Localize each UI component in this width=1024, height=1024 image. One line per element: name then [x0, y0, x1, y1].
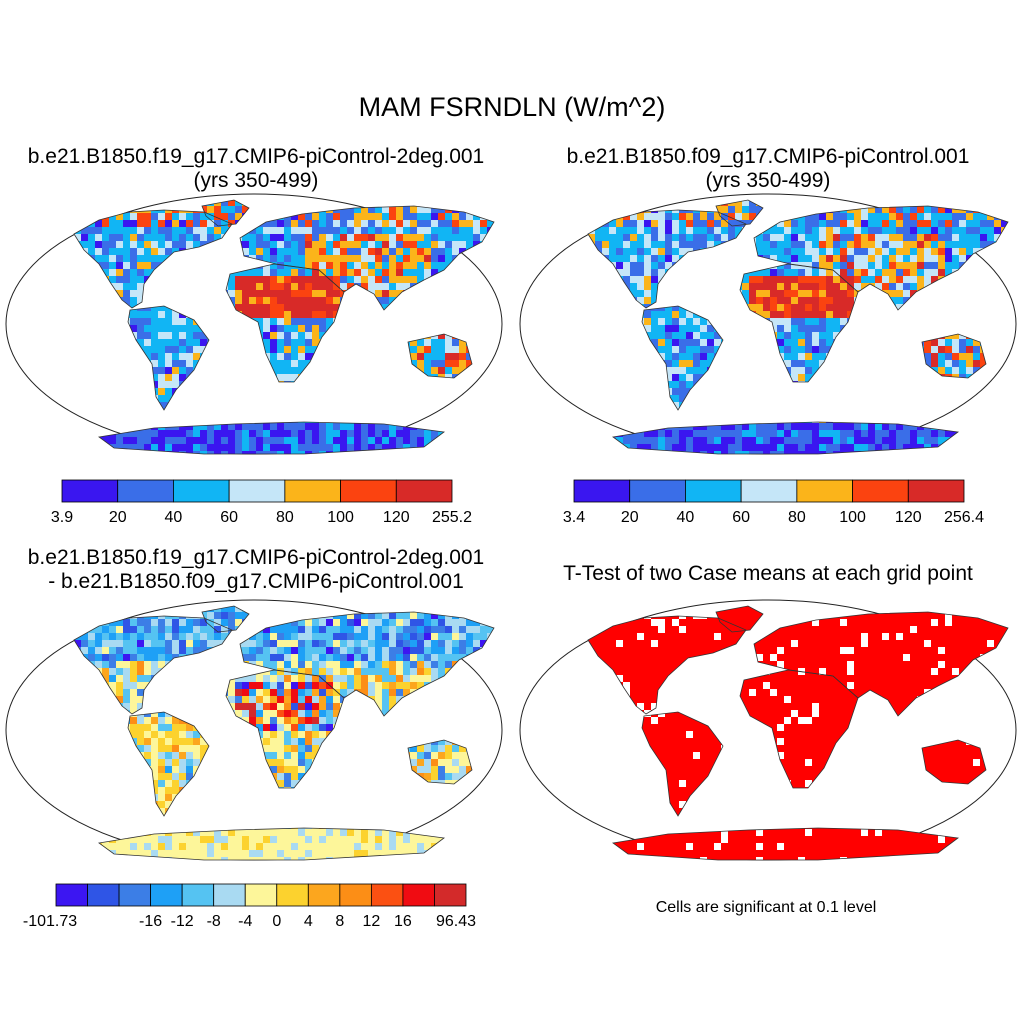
panel1-title: b.e21.B1850.f19_g17.CMIP6-piControl-2deg…: [4, 145, 508, 193]
colorbar-tick-label: -16: [139, 913, 162, 930]
colorbar-swatch: [307, 883, 341, 907]
colorbar-swatch: [228, 479, 286, 503]
colorbar-tick-label: 3.9: [51, 509, 73, 526]
colorbar-swatch: [434, 883, 467, 907]
colorbar-swatch: [796, 479, 853, 503]
colorbar-tick-label: 16: [394, 913, 412, 930]
colorbar-swatch: [284, 479, 341, 503]
colorbar-swatch: [173, 479, 230, 503]
colorbar-swatch: [402, 883, 435, 907]
colorbar-tick-label: 20: [621, 509, 639, 526]
figure-title: MAM FSRNDLN (W/m^2): [358, 92, 666, 122]
colorbar-swatch: [370, 883, 404, 907]
colorbar-tick-label: -4: [238, 913, 252, 930]
colorbar-swatch: [61, 479, 119, 503]
colorbar-tick-label: -12: [171, 913, 194, 930]
colorbar-tick-label: 40: [677, 509, 695, 526]
colorbar-swatch: [339, 883, 372, 907]
colorbar-tick-label: 96.43: [436, 913, 476, 930]
panel3-map: [5, 599, 503, 861]
colorbar-swatch: [740, 479, 798, 503]
panel1-colorbar: 3.9 20 40 60 80 100 120 255.2: [51, 479, 472, 526]
panel1-title-line2: (yrs 350-499): [193, 169, 319, 192]
colorbar-tick-label: -101.73: [23, 913, 77, 930]
colorbar-tick-label: 256.4: [944, 509, 984, 526]
colorbar-tick-label: 3.4: [563, 509, 585, 526]
colorbar-swatch: [150, 883, 183, 907]
colorbar-swatch: [907, 479, 965, 503]
panel1-title-line1: b.e21.B1850.f19_g17.CMIP6-piControl-2deg…: [27, 145, 485, 168]
colorbar-tick-label: 60: [220, 509, 238, 526]
colorbar-tick-label: 120: [895, 509, 922, 526]
panel2-map: [519, 193, 1017, 455]
panel2-colorbar: 3.4 20 40 60 80 100 120 256.4: [563, 479, 984, 526]
colorbar-swatch: [340, 479, 397, 503]
colorbar-swatch: [117, 479, 174, 503]
panel3-title: b.e21.B1850.f19_g17.CMIP6-piControl-2deg…: [4, 546, 508, 594]
colorbar-tick-label: 0: [272, 913, 281, 930]
panel2-title-line2: (yrs 350-499): [705, 169, 831, 192]
panel2-title: b.e21.B1850.f09_g17.CMIP6-piControl.001 …: [516, 145, 1020, 193]
colorbar-tick-label: 80: [788, 509, 806, 526]
colorbar-swatch: [276, 883, 309, 907]
colorbar-swatch: [55, 883, 88, 907]
panel2-title-line1: b.e21.B1850.f09_g17.CMIP6-piControl.001: [566, 145, 970, 168]
colorbar-tick-label: 60: [732, 509, 750, 526]
panel3-title-line2: - b.e21.B1850.f09_g17.CMIP6-piControl.00…: [48, 570, 464, 593]
colorbar-tick-label: 255.2: [432, 509, 472, 526]
colorbar-tick-label: 8: [335, 913, 344, 930]
colorbar-swatch: [852, 479, 909, 503]
panel1-map: [5, 193, 503, 455]
colorbar-tick-label: 80: [276, 509, 294, 526]
panel4-title: T-Test of two Case means at each grid po…: [563, 562, 973, 585]
panel3-colorbar: -101.73 -16 -12 -8 -4 0 4 8 12 16 96.43: [23, 883, 476, 930]
colorbar-tick-label: 12: [362, 913, 380, 930]
colorbar-swatch: [685, 479, 742, 503]
colorbar-swatch: [244, 883, 278, 907]
colorbar-swatch: [395, 479, 453, 503]
colorbar-tick-label: 20: [109, 509, 127, 526]
colorbar-tick-label: -8: [207, 913, 221, 930]
colorbar-tick-label: 100: [839, 509, 866, 526]
significance-note: Cells are significant at 0.1 level: [655, 899, 877, 916]
panel4-map: [519, 599, 1017, 861]
colorbar-swatch: [181, 883, 215, 907]
colorbar-swatch: [118, 883, 152, 907]
colorbar-tick-label: 120: [383, 509, 410, 526]
colorbar-swatch: [629, 479, 686, 503]
colorbar-swatch: [573, 479, 631, 503]
colorbar-swatch: [87, 883, 120, 907]
panel3-title-line1: b.e21.B1850.f19_g17.CMIP6-piControl-2deg…: [27, 546, 485, 569]
colorbar-tick-label: 40: [165, 509, 183, 526]
colorbar-tick-label: 4: [304, 913, 313, 930]
colorbar-tick-label: 100: [327, 509, 354, 526]
colorbar-swatch: [213, 883, 246, 907]
